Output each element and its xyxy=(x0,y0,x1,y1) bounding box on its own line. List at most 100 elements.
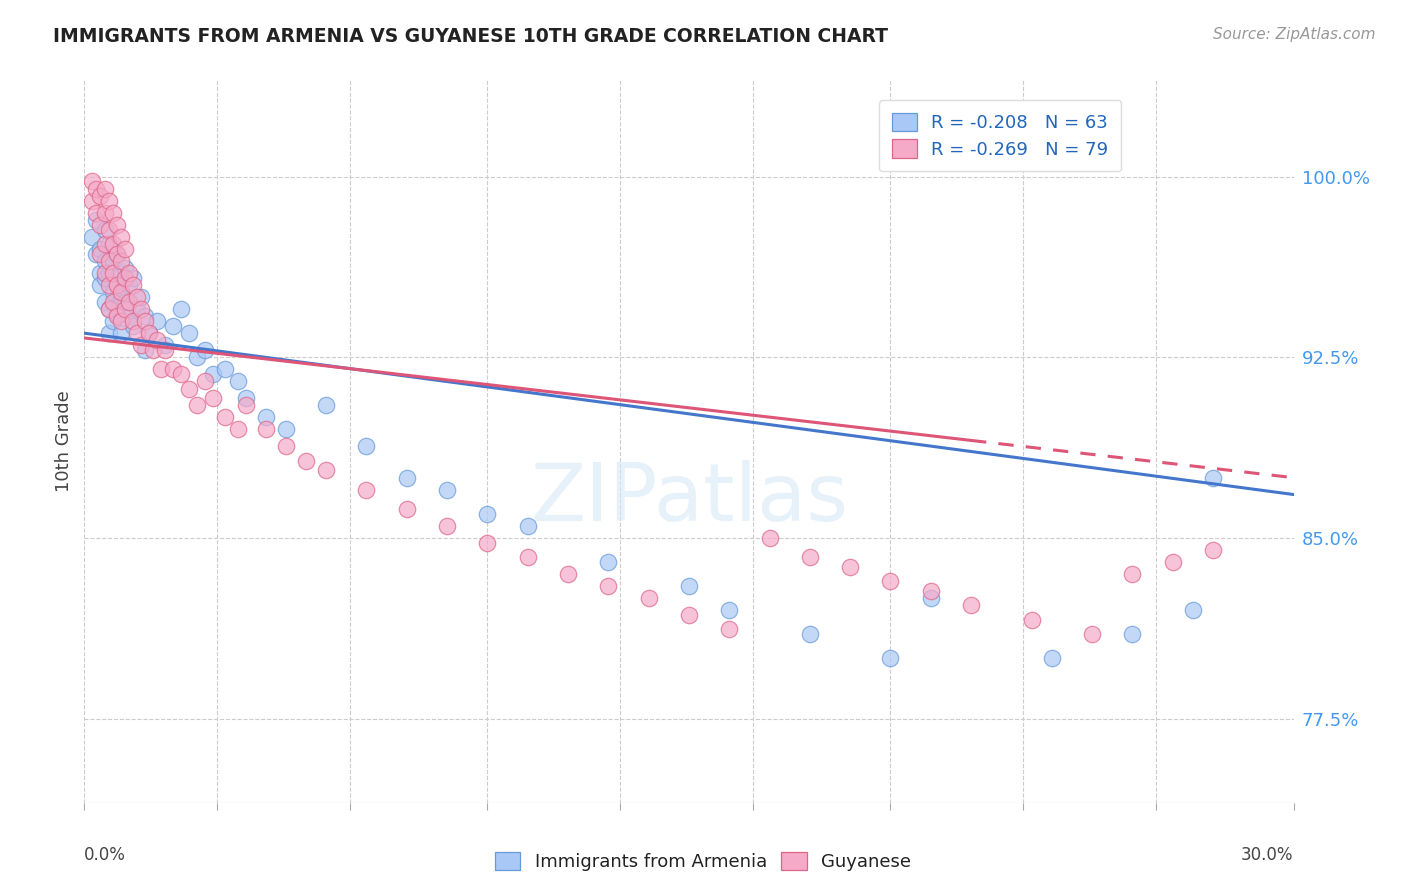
Point xyxy=(101,205,124,219)
Point xyxy=(89,218,111,232)
Point xyxy=(97,222,120,236)
Text: 0.0%: 0.0% xyxy=(84,847,127,864)
Point xyxy=(138,326,160,340)
Point xyxy=(110,326,132,340)
Point xyxy=(598,555,620,569)
Point xyxy=(254,410,277,425)
Point xyxy=(101,294,124,309)
Point xyxy=(235,398,257,412)
Point xyxy=(82,194,104,208)
Point xyxy=(1202,542,1225,557)
Point xyxy=(186,350,208,364)
Point xyxy=(101,253,124,268)
Point xyxy=(105,246,128,260)
Point xyxy=(202,391,225,405)
Point xyxy=(678,579,700,593)
Point xyxy=(82,229,104,244)
Point xyxy=(89,189,111,203)
Point xyxy=(93,294,115,309)
Point xyxy=(879,574,901,589)
Point xyxy=(1021,613,1043,627)
Point xyxy=(170,367,193,381)
Point xyxy=(105,310,128,324)
Point xyxy=(110,229,132,244)
Point xyxy=(86,181,108,195)
Point xyxy=(1081,627,1104,641)
Point xyxy=(226,374,249,388)
Point xyxy=(1181,603,1204,617)
Point xyxy=(138,326,160,340)
Point xyxy=(86,205,108,219)
Point xyxy=(214,410,236,425)
Point xyxy=(121,270,143,285)
Point xyxy=(89,246,111,260)
Point xyxy=(93,266,115,280)
Point xyxy=(134,310,156,324)
Point xyxy=(97,266,120,280)
Point xyxy=(118,310,141,324)
Point xyxy=(93,222,115,236)
Point xyxy=(1161,555,1184,569)
Point xyxy=(516,550,538,565)
Point xyxy=(129,290,152,304)
Point xyxy=(105,246,128,260)
Point xyxy=(114,294,136,309)
Point xyxy=(121,277,143,292)
Point xyxy=(110,285,132,300)
Point xyxy=(105,277,128,292)
Point xyxy=(89,266,111,280)
Point xyxy=(557,567,579,582)
Text: IMMIGRANTS FROM ARMENIA VS GUYANESE 10TH GRADE CORRELATION CHART: IMMIGRANTS FROM ARMENIA VS GUYANESE 10TH… xyxy=(53,27,889,45)
Point xyxy=(105,218,128,232)
Point xyxy=(960,599,983,613)
Point xyxy=(799,627,821,641)
Point xyxy=(125,301,148,316)
Point xyxy=(146,334,169,348)
Point xyxy=(134,314,156,328)
Point xyxy=(179,326,201,340)
Point xyxy=(194,343,217,357)
Point xyxy=(1121,627,1143,641)
Text: 30.0%: 30.0% xyxy=(1241,847,1294,864)
Point xyxy=(110,290,132,304)
Point xyxy=(516,518,538,533)
Point xyxy=(97,326,120,340)
Point xyxy=(101,237,124,252)
Point xyxy=(920,591,942,605)
Point xyxy=(170,301,193,316)
Point xyxy=(114,261,136,276)
Point xyxy=(101,314,124,328)
Point xyxy=(114,301,136,316)
Point xyxy=(118,294,141,309)
Point xyxy=(149,362,172,376)
Point xyxy=(920,583,942,598)
Point xyxy=(718,623,741,637)
Point xyxy=(186,398,208,412)
Point xyxy=(110,266,132,280)
Point xyxy=(86,246,108,260)
Point xyxy=(118,266,141,280)
Legend: Immigrants from Armenia, Guyanese: Immigrants from Armenia, Guyanese xyxy=(488,845,918,879)
Point xyxy=(315,463,337,477)
Point xyxy=(395,470,418,484)
Point xyxy=(162,362,184,376)
Point xyxy=(598,579,620,593)
Point xyxy=(89,277,111,292)
Point xyxy=(101,285,124,300)
Point xyxy=(254,422,277,436)
Point xyxy=(121,318,143,333)
Point xyxy=(799,550,821,565)
Point xyxy=(105,307,128,321)
Point xyxy=(118,277,141,292)
Point xyxy=(142,343,165,357)
Point xyxy=(129,301,152,316)
Text: Source: ZipAtlas.com: Source: ZipAtlas.com xyxy=(1212,27,1375,42)
Point xyxy=(315,398,337,412)
Point xyxy=(356,439,378,453)
Point xyxy=(436,483,458,497)
Point xyxy=(1121,567,1143,582)
Point xyxy=(146,314,169,328)
Point xyxy=(93,205,115,219)
Point xyxy=(395,502,418,516)
Point xyxy=(125,326,148,340)
